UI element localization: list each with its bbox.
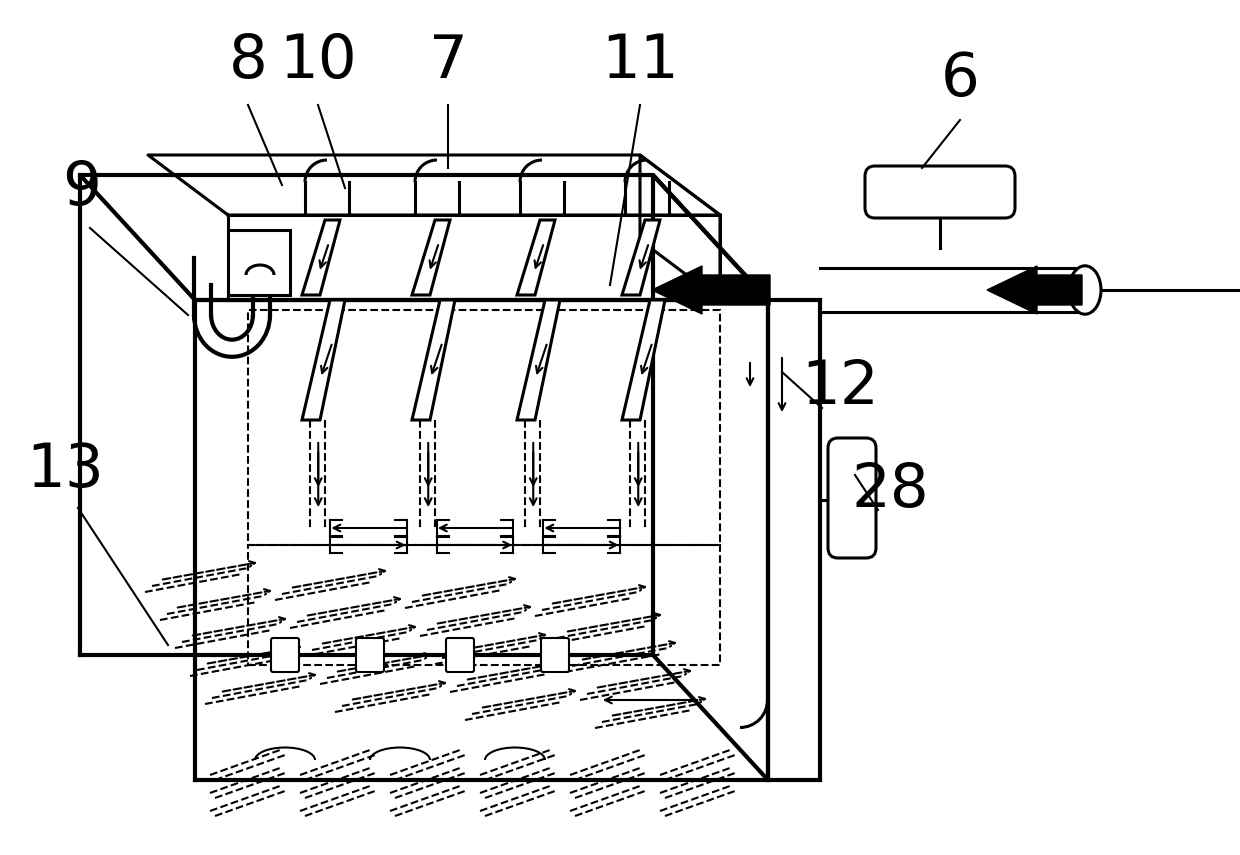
Text: 9: 9 (62, 158, 102, 217)
Polygon shape (412, 300, 455, 420)
FancyBboxPatch shape (866, 166, 1016, 218)
Ellipse shape (1069, 266, 1101, 314)
Polygon shape (303, 300, 345, 420)
Text: 8: 8 (228, 32, 268, 91)
FancyArrow shape (652, 266, 770, 314)
FancyBboxPatch shape (272, 638, 299, 672)
Polygon shape (517, 220, 556, 295)
Bar (248, 545, 720, 665)
FancyBboxPatch shape (828, 438, 875, 558)
Polygon shape (412, 220, 450, 295)
Text: 12: 12 (801, 358, 879, 417)
Text: 13: 13 (26, 440, 104, 499)
Polygon shape (517, 300, 560, 420)
Text: 11: 11 (601, 32, 678, 91)
Text: 6: 6 (941, 50, 980, 109)
FancyBboxPatch shape (446, 638, 474, 672)
FancyArrow shape (987, 266, 1083, 314)
Polygon shape (622, 300, 665, 420)
Polygon shape (303, 220, 340, 295)
FancyBboxPatch shape (356, 638, 384, 672)
Polygon shape (622, 220, 660, 295)
Text: 7: 7 (429, 32, 467, 91)
Bar (228, 230, 290, 295)
Bar (248, 310, 720, 545)
Text: 28: 28 (851, 461, 929, 520)
FancyBboxPatch shape (541, 638, 569, 672)
Text: 10: 10 (279, 32, 357, 91)
